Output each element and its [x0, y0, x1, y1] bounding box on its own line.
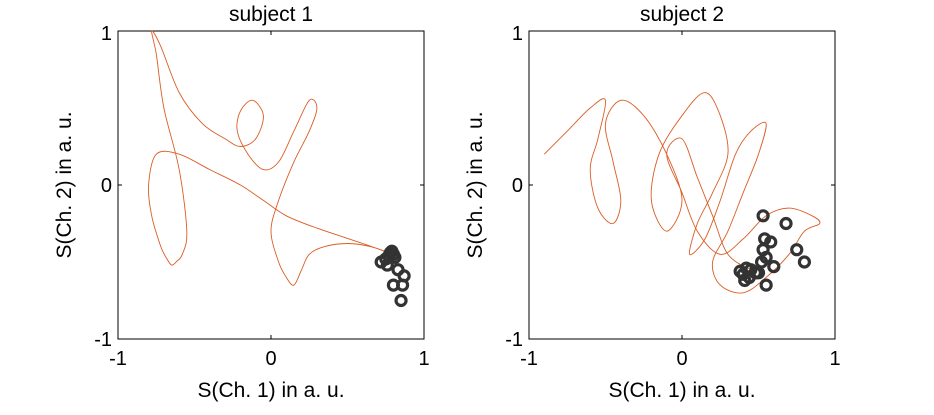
marker-layer	[374, 244, 411, 308]
data-point-marker	[797, 255, 812, 269]
data-point-marker	[779, 216, 793, 231]
y-axis-label: S(Ch. 2) in a. u.	[464, 111, 487, 258]
y-tick-label: -1	[94, 329, 112, 351]
y-tick-label: 1	[512, 23, 523, 45]
marker-layer	[733, 209, 812, 292]
chart-title: subject 1	[229, 3, 313, 26]
y-tick-label: 0	[101, 175, 112, 197]
y-tick-label: 0	[512, 175, 523, 197]
tick-marks	[528, 30, 836, 340]
series-line	[147, 30, 397, 286]
data-point-marker	[751, 266, 766, 280]
data-point-marker	[790, 243, 804, 257]
chart-title: subject 2	[640, 3, 724, 26]
x-tick-label: 0	[265, 348, 276, 370]
x-axis-label: S(Ch. 1) in a. u.	[608, 379, 755, 402]
data-point-marker	[380, 258, 394, 272]
plot-area	[117, 30, 425, 340]
subplot-subject-1: subject 1 1 0 -1 -1 0 1 S(Ch. 1) in a. u…	[53, 3, 430, 402]
data-point-marker	[394, 293, 408, 308]
y-tick-label: -1	[505, 329, 523, 351]
trajectory-layer	[543, 92, 821, 294]
data-point-marker	[759, 278, 773, 292]
x-tick-label: -1	[520, 348, 538, 370]
y-axis-label: S(Ch. 2) in a. u.	[53, 111, 76, 258]
x-tick-label: 1	[418, 348, 429, 370]
x-tick-label: 1	[829, 348, 840, 370]
x-axis-label: S(Ch. 1) in a. u.	[197, 379, 344, 402]
data-point-marker	[395, 278, 410, 292]
data-point-marker	[764, 235, 778, 249]
y-tick-label: 1	[101, 23, 112, 45]
trajectory-layer	[147, 30, 397, 286]
x-tick-label: 0	[676, 348, 687, 370]
tick-marks	[117, 30, 425, 340]
x-tick-label: -1	[109, 348, 127, 370]
subplot-subject-2: subject 2 1 0 -1 -1 0 1 S(Ch. 1) in a. u…	[464, 3, 841, 402]
data-point-marker	[738, 273, 752, 288]
data-point-marker	[767, 260, 781, 274]
plot-area	[528, 30, 836, 340]
data-point-marker	[756, 209, 770, 223]
data-point-marker	[388, 250, 402, 264]
series-line	[543, 92, 821, 294]
